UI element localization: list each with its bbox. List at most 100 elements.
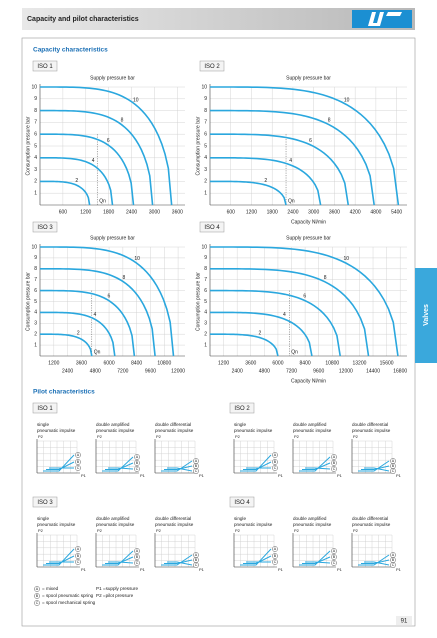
pilot-curve-label: A (136, 549, 139, 553)
x-tick-label: 8400 (131, 360, 142, 366)
curve-label: 4 (92, 158, 95, 164)
x-tick-label: 3600 (329, 209, 340, 215)
x-tick-label: 1200 (48, 360, 59, 366)
pilot-curve-marker (75, 546, 81, 552)
x-axis-label: Capacity Nl/min (291, 378, 326, 384)
x-tick-label: 14400 (366, 368, 380, 374)
pilot-curve (240, 548, 272, 566)
x-tick-label: 5400 (391, 209, 402, 215)
pilot-curve-label: B (136, 555, 139, 559)
legend-symbol: C (36, 601, 39, 605)
pilot-curve (240, 454, 272, 472)
capacity-curve (210, 133, 350, 206)
legend-note: P1 =supply pressure (96, 586, 138, 591)
x-tick-label: 8400 (300, 360, 311, 366)
y-tick-label: 3 (204, 321, 207, 327)
pilot-x-axis: P1 (337, 473, 343, 478)
pilot-curve-marker (272, 465, 278, 471)
y-axis-label: Consumption pressure bar (195, 116, 201, 175)
legend-symbol-marker (34, 586, 40, 592)
y-tick-label: 8 (34, 108, 37, 114)
x-tick-label: 12000 (171, 368, 185, 374)
x-tick-label: 1200 (80, 209, 91, 215)
pilot-curve-marker (75, 559, 81, 565)
curve-label: 4 (289, 158, 292, 164)
y-tick-label: 10 (31, 244, 37, 250)
chart-name: ISO 1 (37, 64, 53, 70)
pilot-curve (167, 561, 193, 566)
pilot-chart-label: pneumatic impulse (155, 428, 194, 433)
y-tick-label: 2 (204, 179, 207, 185)
group-name-box (32, 402, 58, 414)
pilot-curve-marker (331, 460, 337, 466)
pilot-chart-label: double amplified (96, 516, 130, 521)
x-tick-label: 1800 (103, 209, 114, 215)
pilot-curve-label: C (136, 561, 139, 565)
x-tick-label: 2400 (126, 209, 137, 215)
y-tick-label: 1 (34, 191, 37, 197)
x-tick-label: 4200 (350, 209, 361, 215)
pilot-curve-label: A (195, 553, 198, 557)
x-tick-label: 4800 (90, 368, 101, 374)
top-label: Supply pressure bar (286, 75, 331, 81)
pilot-x-axis: P1 (81, 567, 87, 572)
legend-symbol: B (36, 594, 39, 598)
pilot-chart-label: single (37, 516, 49, 521)
pilot-curve-marker (134, 548, 140, 554)
y-tick-label: 5 (204, 143, 207, 149)
x-tick-label: 10800 (325, 360, 339, 366)
pilot-chart-label: pneumatic impulse (293, 522, 332, 527)
y-tick-label: 7 (204, 120, 207, 126)
pilot-curve (43, 548, 75, 566)
pilot-chart-label: double differential (155, 422, 191, 427)
y-tick-label: 9 (204, 255, 207, 261)
pilot-curve-label: A (136, 455, 139, 459)
curve-label: 10 (134, 256, 140, 262)
capacity-curve (210, 157, 322, 206)
x-tick-label: 7200 (286, 368, 297, 374)
curve-label: 6 (309, 138, 312, 144)
pilot-curve-label: B (77, 554, 80, 558)
y-tick-label: 4 (34, 310, 37, 316)
pilot-chart-label: double amplified (293, 422, 327, 427)
x-tick-label: 16800 (393, 368, 407, 374)
y-tick-label: 10 (201, 244, 207, 250)
x-tick-label: 13200 (352, 360, 366, 366)
pilot-curve-label: C (77, 466, 80, 470)
x-tick-label: 1200 (246, 209, 257, 215)
capacity-curve (40, 157, 114, 206)
page-number-box (396, 616, 412, 625)
pilot-curve-label: A (333, 455, 336, 459)
pilot-y-axis: P2 (156, 528, 162, 533)
chart-name: ISO 2 (204, 64, 220, 70)
pilot-y-axis: P2 (97, 528, 103, 533)
pilot-curve-label: B (195, 464, 198, 468)
capacity-curve (40, 133, 135, 206)
pilot-curve (108, 467, 134, 470)
x-tick-label: 3600 (172, 209, 183, 215)
y-tick-label: 3 (204, 167, 207, 173)
chart-name-box (32, 60, 58, 72)
pilot-curve (46, 461, 75, 470)
pilot-curve-marker (134, 466, 140, 472)
pilot-chart-label: single (37, 422, 49, 427)
pilot-curve-label: C (333, 467, 336, 471)
pilot-x-axis: P1 (81, 473, 87, 478)
pilot-curve-marker (193, 562, 199, 568)
curve-label: 10 (344, 256, 350, 262)
curve-label: 8 (324, 275, 327, 281)
logo (352, 10, 412, 28)
pilot-curve (299, 456, 331, 472)
pilot-curve (164, 559, 193, 564)
pilot-chart-label: pneumatic impulse (96, 428, 135, 433)
pilot-curve-label: B (392, 558, 395, 562)
capacity-curve (210, 333, 279, 357)
legend-note: P2 =pilot pressure (96, 593, 134, 598)
pilot-y-axis: P2 (156, 434, 162, 439)
pilot-chart-label: pneumatic impulse (96, 522, 135, 527)
y-tick-label: 2 (34, 332, 37, 338)
x-tick-label: 3000 (308, 209, 319, 215)
qn-label: Qn (94, 349, 101, 355)
pilot-curve (167, 467, 193, 472)
